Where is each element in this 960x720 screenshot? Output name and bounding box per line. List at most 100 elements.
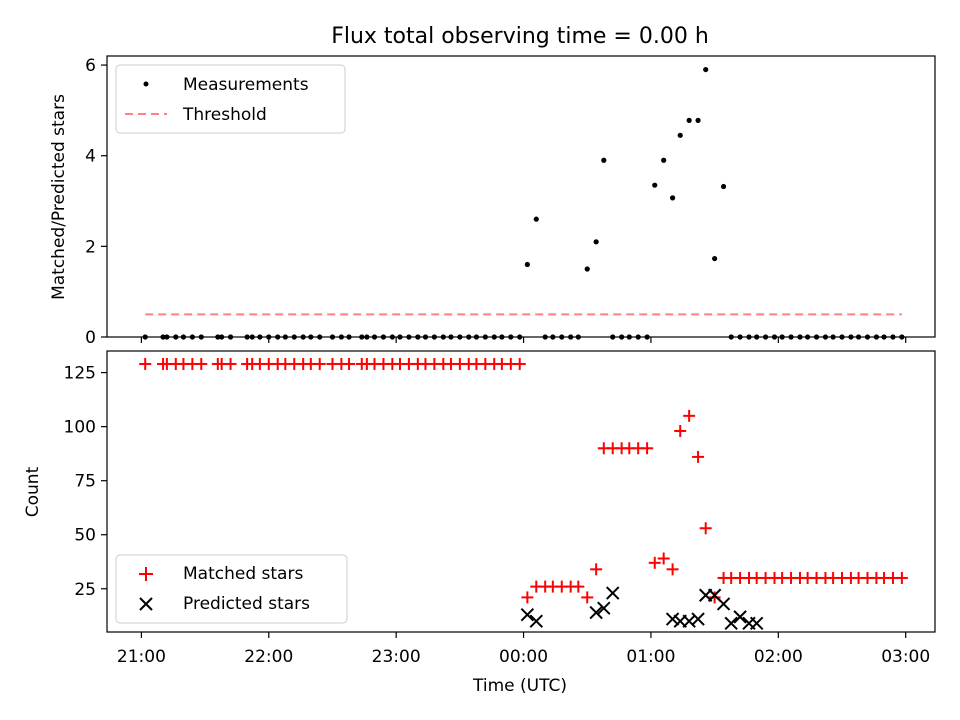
top-y-axis-label: Matched/Predicted stars bbox=[49, 94, 69, 300]
measurement-point bbox=[291, 334, 297, 340]
top-x-axis bbox=[140, 337, 907, 343]
matched-star-point bbox=[313, 357, 326, 370]
predicted-star-point bbox=[724, 616, 738, 631]
bottom-y-tick-label: 125 bbox=[64, 364, 96, 384]
legend-predicted-marker bbox=[139, 597, 153, 611]
measurement-point bbox=[661, 157, 667, 163]
measurement-point bbox=[797, 334, 803, 340]
measurement-point bbox=[275, 334, 281, 340]
measurement-point bbox=[864, 334, 871, 340]
bottom-y-tick-label: 75 bbox=[74, 472, 96, 492]
predicted-star-point bbox=[733, 610, 747, 624]
x-tick-label: 23:00 bbox=[372, 647, 421, 667]
measurement-point bbox=[249, 334, 255, 340]
x-axis-label: Time (UTC) bbox=[472, 676, 567, 696]
measurement-point bbox=[601, 157, 607, 163]
measurement-point bbox=[466, 334, 472, 340]
measurement-point bbox=[215, 334, 221, 340]
top-y-tick-label: 6 bbox=[85, 56, 96, 76]
matched-star-point bbox=[657, 552, 670, 565]
x-tick-label: 02:00 bbox=[754, 647, 803, 667]
measurement-point bbox=[440, 334, 446, 340]
measurement-point bbox=[448, 334, 454, 340]
measurement-point bbox=[415, 334, 421, 340]
measurement-point bbox=[754, 334, 760, 340]
measurement-point bbox=[813, 334, 820, 340]
measurement-point bbox=[219, 334, 225, 340]
predicted-star-point bbox=[520, 608, 535, 622]
bottom-y-tick-label: 25 bbox=[74, 580, 96, 600]
measurement-point bbox=[359, 334, 365, 340]
legend-predicted-label: Predicted stars bbox=[183, 594, 310, 614]
measurement-point bbox=[499, 334, 505, 340]
measurement-point bbox=[559, 334, 565, 340]
matched-star-point bbox=[195, 357, 208, 370]
measurement-point bbox=[431, 334, 437, 340]
measurement-point bbox=[491, 334, 497, 340]
measurement-point bbox=[257, 334, 263, 340]
matched-star-point bbox=[895, 571, 908, 584]
matched-star-point bbox=[648, 556, 661, 569]
matched-star-point bbox=[674, 424, 687, 437]
predicted-star-point bbox=[589, 605, 603, 620]
x-tick-label: 01:00 bbox=[626, 647, 675, 667]
measurement-point bbox=[329, 334, 336, 340]
measurement-point bbox=[457, 334, 463, 340]
matched-star-point bbox=[708, 591, 721, 604]
measurement-point bbox=[282, 334, 288, 340]
bottom-y-axis: 25 50 75 100 125 bbox=[64, 364, 107, 600]
measurement-point bbox=[839, 334, 845, 340]
measurement-point bbox=[899, 334, 905, 340]
measurement-point bbox=[644, 334, 650, 340]
measurement-point bbox=[338, 334, 344, 340]
predicted-star-point bbox=[716, 597, 731, 611]
measurement-point bbox=[805, 334, 811, 340]
measurement-point bbox=[389, 334, 395, 340]
x-tick-label: 00:00 bbox=[499, 647, 548, 667]
measurement-point bbox=[406, 334, 412, 340]
bottom-plot-frame bbox=[106, 350, 936, 633]
measurement-point bbox=[652, 182, 658, 188]
matched-star-point bbox=[513, 357, 526, 370]
measurement-point bbox=[164, 334, 170, 340]
measurement-point bbox=[533, 216, 539, 222]
measurement-point bbox=[584, 266, 590, 272]
measurement-point bbox=[180, 334, 187, 340]
predicted-star-point bbox=[749, 616, 764, 631]
measurement-point bbox=[762, 334, 769, 340]
measurement-point bbox=[422, 334, 429, 340]
measurement-point bbox=[568, 334, 574, 340]
measurement-point bbox=[524, 261, 530, 268]
measurements-series bbox=[142, 66, 905, 340]
measurement-point bbox=[160, 334, 166, 340]
legend-matched-marker bbox=[139, 567, 153, 581]
predicted-star-point bbox=[529, 614, 543, 628]
legend-measurements-marker bbox=[143, 81, 149, 87]
x-tick-label: 22:00 bbox=[244, 647, 293, 667]
predicted-star-point bbox=[691, 612, 705, 626]
measurement-point bbox=[244, 334, 250, 340]
measurement-point bbox=[364, 334, 370, 340]
measurement-point bbox=[695, 117, 701, 123]
legend-measurements-label: Measurements bbox=[183, 75, 309, 95]
matched-star-point bbox=[581, 591, 594, 604]
predicted-star-point bbox=[665, 612, 680, 626]
measurement-point bbox=[746, 334, 752, 340]
matched-star-point bbox=[641, 442, 654, 455]
matched-star-point bbox=[666, 563, 679, 576]
measurement-point bbox=[397, 334, 403, 340]
matched-star-point bbox=[224, 357, 237, 370]
x-tick-label: 03:00 bbox=[881, 647, 930, 667]
top-y-axis: 0 2 4 6 bbox=[85, 56, 107, 348]
measurement-point bbox=[619, 334, 625, 340]
matched-star-point bbox=[590, 563, 603, 576]
bottom-x-axis: 21:00 22:00 23:00 00:00 01:00 02:00 03:00 bbox=[117, 632, 930, 667]
measurement-point bbox=[266, 334, 272, 340]
legend-threshold-label: Threshold bbox=[182, 105, 267, 125]
legend-matched-label: Matched stars bbox=[183, 564, 303, 584]
measurement-point bbox=[317, 334, 323, 340]
bottom-legend-box bbox=[115, 554, 348, 624]
matched-star-point bbox=[139, 357, 152, 370]
measurement-point bbox=[728, 334, 734, 340]
